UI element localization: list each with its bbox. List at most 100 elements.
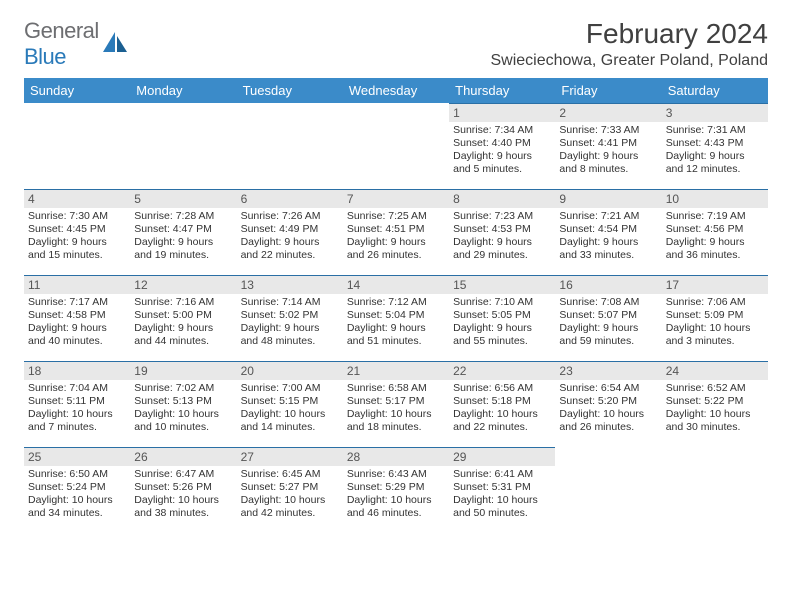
daylight-line-2: and 26 minutes.	[555, 421, 661, 434]
weekday-header-row: SundayMondayTuesdayWednesdayThursdayFrid…	[24, 78, 768, 103]
sunrise-line: Sunrise: 7:26 AM	[237, 210, 343, 223]
day-number: 9	[555, 189, 661, 208]
sunrise-line: Sunrise: 6:41 AM	[449, 468, 555, 481]
daylight-line-2: and 14 minutes.	[237, 421, 343, 434]
sunrise-line: Sunrise: 7:21 AM	[555, 210, 661, 223]
calendar-cell: 8Sunrise: 7:23 AMSunset: 4:53 PMDaylight…	[449, 189, 555, 275]
daylight-line-1: Daylight: 10 hours	[662, 408, 768, 421]
sunrise-line: Sunrise: 7:00 AM	[237, 382, 343, 395]
daylight-line-2: and 59 minutes.	[555, 335, 661, 348]
calendar-row: 18Sunrise: 7:04 AMSunset: 5:11 PMDayligh…	[24, 361, 768, 447]
day-number: 25	[24, 447, 130, 466]
sunset-line: Sunset: 5:15 PM	[237, 395, 343, 408]
daylight-line-1: Daylight: 9 hours	[449, 150, 555, 163]
sunset-line: Sunset: 4:47 PM	[130, 223, 236, 236]
calendar-cell: 5Sunrise: 7:28 AMSunset: 4:47 PMDaylight…	[130, 189, 236, 275]
sunset-line: Sunset: 5:26 PM	[130, 481, 236, 494]
daylight-line-1: Daylight: 9 hours	[237, 322, 343, 335]
daylight-line-1: Daylight: 9 hours	[343, 236, 449, 249]
daylight-line-2: and 19 minutes.	[130, 249, 236, 262]
calendar-cell: 11Sunrise: 7:17 AMSunset: 4:58 PMDayligh…	[24, 275, 130, 361]
sunset-line: Sunset: 4:58 PM	[24, 309, 130, 322]
calendar-cell	[130, 103, 236, 189]
weekday-header: Saturday	[662, 78, 768, 103]
day-number: 26	[130, 447, 236, 466]
sunrise-line: Sunrise: 6:50 AM	[24, 468, 130, 481]
weekday-header: Wednesday	[343, 78, 449, 103]
calendar-cell: 19Sunrise: 7:02 AMSunset: 5:13 PMDayligh…	[130, 361, 236, 447]
calendar-cell: 17Sunrise: 7:06 AMSunset: 5:09 PMDayligh…	[662, 275, 768, 361]
daylight-line-2: and 26 minutes.	[343, 249, 449, 262]
calendar-cell: 15Sunrise: 7:10 AMSunset: 5:05 PMDayligh…	[449, 275, 555, 361]
daylight-line-2: and 10 minutes.	[130, 421, 236, 434]
daylight-line-2: and 42 minutes.	[237, 507, 343, 520]
calendar-cell	[662, 447, 768, 533]
calendar-cell: 9 Sunrise: 7:21 AMSunset: 4:54 PMDaylight…	[555, 189, 661, 275]
sunrise-line: Sunrise: 7:28 AM	[130, 210, 236, 223]
daylight-line-1: Daylight: 10 hours	[343, 408, 449, 421]
calendar-row: 1Sunrise: 7:34 AMSunset: 4:40 PMDaylight…	[24, 103, 768, 189]
daylight-line-2: and 22 minutes.	[237, 249, 343, 262]
sunset-line: Sunset: 4:41 PM	[555, 137, 661, 150]
daylight-line-1: Daylight: 9 hours	[237, 236, 343, 249]
logo: General Blue	[24, 18, 129, 70]
sunset-line: Sunset: 5:00 PM	[130, 309, 236, 322]
day-number: 20	[237, 361, 343, 380]
day-number: 29	[449, 447, 555, 466]
daylight-line-2: and 34 minutes.	[24, 507, 130, 520]
sunset-line: Sunset: 5:20 PM	[555, 395, 661, 408]
daylight-line-2: and 15 minutes.	[24, 249, 130, 262]
day-number: 11	[24, 275, 130, 294]
title-block: February 2024 Swieciechowa, Greater Pola…	[491, 18, 769, 70]
weekday-header: Sunday	[24, 78, 130, 103]
daylight-line-1: Daylight: 9 hours	[555, 150, 661, 163]
sunset-line: Sunset: 5:17 PM	[343, 395, 449, 408]
daylight-line-2: and 3 minutes.	[662, 335, 768, 348]
daylight-line-1: Daylight: 9 hours	[343, 322, 449, 335]
daylight-line-1: Daylight: 9 hours	[662, 150, 768, 163]
daylight-line-1: Daylight: 10 hours	[24, 494, 130, 507]
day-number: 7	[343, 189, 449, 208]
day-number: 23	[555, 361, 661, 380]
daylight-line-2: and 55 minutes.	[449, 335, 555, 348]
calendar-cell: 20Sunrise: 7:00 AMSunset: 5:15 PMDayligh…	[237, 361, 343, 447]
sunset-line: Sunset: 5:13 PM	[130, 395, 236, 408]
sunrise-line: Sunrise: 6:43 AM	[343, 468, 449, 481]
sunrise-line: Sunrise: 6:47 AM	[130, 468, 236, 481]
daylight-line-2: and 18 minutes.	[343, 421, 449, 434]
sunset-line: Sunset: 4:49 PM	[237, 223, 343, 236]
calendar-cell	[24, 103, 130, 189]
daylight-line-1: Daylight: 9 hours	[555, 322, 661, 335]
calendar-cell: 7Sunrise: 7:25 AMSunset: 4:51 PMDaylight…	[343, 189, 449, 275]
day-number: 18	[24, 361, 130, 380]
daylight-line-1: Daylight: 10 hours	[24, 408, 130, 421]
calendar-body: 1Sunrise: 7:34 AMSunset: 4:40 PMDaylight…	[24, 103, 768, 533]
sunrise-line: Sunrise: 7:16 AM	[130, 296, 236, 309]
daylight-line-1: Daylight: 10 hours	[130, 408, 236, 421]
day-number: 15	[449, 275, 555, 294]
daylight-line-1: Daylight: 9 hours	[555, 236, 661, 249]
weekday-header: Tuesday	[237, 78, 343, 103]
sunrise-line: Sunrise: 7:12 AM	[343, 296, 449, 309]
daylight-line-1: Daylight: 9 hours	[449, 236, 555, 249]
calendar-cell: 2Sunrise: 7:33 AMSunset: 4:41 PMDaylight…	[555, 103, 661, 189]
sunrise-line: Sunrise: 7:04 AM	[24, 382, 130, 395]
calendar-cell: 4Sunrise: 7:30 AMSunset: 4:45 PMDaylight…	[24, 189, 130, 275]
calendar-row: 4Sunrise: 7:30 AMSunset: 4:45 PMDaylight…	[24, 189, 768, 275]
sunset-line: Sunset: 4:54 PM	[555, 223, 661, 236]
day-number: 10	[662, 189, 768, 208]
calendar-table: SundayMondayTuesdayWednesdayThursdayFrid…	[24, 78, 768, 533]
location: Swieciechowa, Greater Poland, Poland	[491, 52, 769, 70]
day-number: 13	[237, 275, 343, 294]
sunset-line: Sunset: 5:27 PM	[237, 481, 343, 494]
sunset-line: Sunset: 4:40 PM	[449, 137, 555, 150]
sunrise-line: Sunrise: 7:33 AM	[555, 124, 661, 137]
daylight-line-2: and 22 minutes.	[449, 421, 555, 434]
sunset-line: Sunset: 5:07 PM	[555, 309, 661, 322]
sunset-line: Sunset: 5:29 PM	[343, 481, 449, 494]
day-number: 24	[662, 361, 768, 380]
day-number: 8	[449, 189, 555, 208]
calendar-cell: 27Sunrise: 6:45 AMSunset: 5:27 PMDayligh…	[237, 447, 343, 533]
sunrise-line: Sunrise: 6:56 AM	[449, 382, 555, 395]
calendar-cell	[555, 447, 661, 533]
